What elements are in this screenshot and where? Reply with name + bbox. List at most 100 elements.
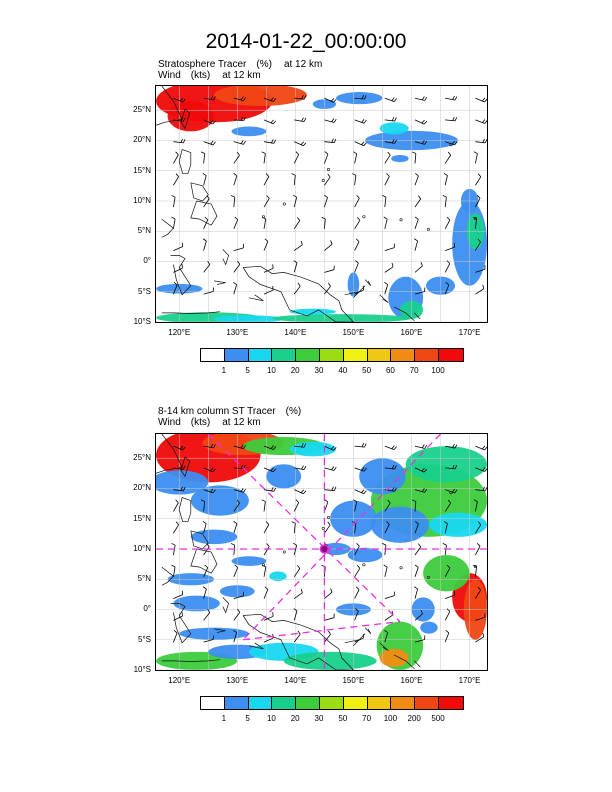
panel2-wind-level: at 12 km — [222, 417, 261, 428]
wind-barb — [294, 489, 307, 495]
wind-barb — [444, 564, 451, 577]
coastline — [190, 548, 218, 574]
tracer-contour-fill — [289, 441, 337, 457]
wind-barb — [444, 630, 450, 643]
wind-barb — [173, 486, 186, 492]
colorbar-swatch — [391, 697, 416, 709]
wind-barb — [173, 630, 178, 643]
wind-barb — [353, 499, 358, 512]
wind-barb — [294, 443, 307, 448]
wind-barb — [473, 151, 478, 164]
coastline — [161, 311, 220, 314]
wind-barb — [475, 173, 482, 186]
colorbar-swatch — [272, 349, 297, 361]
coastline — [414, 312, 421, 320]
wind-barb — [414, 444, 428, 449]
wind-barb — [354, 489, 367, 495]
wind-barb — [233, 216, 239, 229]
wind-barb — [294, 465, 307, 471]
wind-barb — [324, 194, 328, 208]
lon-tick-label: 140°E — [284, 676, 307, 685]
colorbar-swatch — [415, 349, 439, 361]
coastline — [190, 530, 209, 550]
wind-barb — [173, 499, 179, 512]
wind-barb — [230, 195, 236, 208]
wind-barb — [414, 635, 426, 643]
panel2-field-name: 8-14 km column ST Tracer — [158, 406, 276, 417]
wind-barb — [354, 565, 361, 578]
wind-barb — [233, 96, 246, 102]
wind-barb — [354, 238, 360, 251]
wind-barb — [324, 282, 331, 295]
wind-barb — [414, 488, 428, 493]
lat-tick-label: 10°S — [133, 317, 151, 326]
wind-barb — [293, 499, 300, 512]
wind-barb — [294, 117, 307, 123]
lon-tick-label: 150°E — [342, 676, 365, 685]
panel2-label-line2: Wind (kts) at 12 km — [158, 417, 261, 428]
panel1-label-line2: Wind (kts) at 12 km — [158, 70, 261, 81]
wind-barb — [262, 216, 267, 229]
wind-barb — [294, 95, 307, 100]
wind-barb — [472, 216, 477, 229]
wind-barb — [354, 195, 360, 208]
wind-barb — [293, 608, 298, 621]
colorbar-label: 10 — [266, 366, 276, 375]
wind-barb — [444, 608, 451, 621]
wind-barb — [233, 564, 239, 577]
wind-barb — [445, 243, 455, 251]
wind-barb — [203, 216, 209, 229]
wind-barb — [414, 467, 428, 473]
wind-barb — [414, 216, 419, 229]
tracer-contour-fill — [167, 101, 215, 132]
wind-barb — [445, 140, 458, 146]
panel1-field-name: Stratosphere Tracer — [158, 59, 247, 70]
lon-tick-label: 160°E — [400, 328, 423, 337]
colorbar-label: 100 — [383, 714, 398, 723]
wind-barb — [291, 521, 296, 534]
wind-barb — [324, 613, 335, 621]
wind-barb — [171, 216, 176, 229]
wind-barb — [475, 445, 487, 451]
island — [399, 566, 403, 570]
wind-barb — [233, 173, 238, 186]
wind-barb — [263, 119, 277, 125]
wind-barb — [263, 467, 277, 473]
wind-barb — [262, 564, 267, 577]
wind-barb — [475, 521, 482, 534]
lat-tick-label: 5°S — [138, 634, 151, 644]
wind-barb — [445, 488, 458, 494]
colorbar-swatch — [272, 697, 297, 709]
wind-barb — [384, 464, 397, 470]
wind-barb — [414, 173, 419, 186]
lon-tick-label: 150°E — [342, 328, 365, 337]
panel1-field-level: at 12 km — [283, 59, 323, 70]
colorbar-label: 500 — [431, 714, 445, 723]
colorbar-swatch — [367, 697, 392, 709]
wind-barb — [475, 467, 487, 472]
wind-barb — [384, 629, 389, 643]
tracer-contour-fill — [379, 122, 409, 135]
map-canvas — [156, 434, 487, 670]
wind-barb — [414, 238, 418, 251]
island — [426, 575, 430, 579]
lat-tick-label: 5°N — [137, 574, 151, 584]
graticule — [156, 86, 487, 322]
lon-tick-label: 170°E — [458, 328, 481, 337]
wind-barb — [233, 140, 246, 145]
wind-barb — [203, 287, 214, 295]
wind-barb — [383, 564, 388, 577]
wind-barb — [324, 97, 337, 103]
coastlines — [156, 434, 477, 670]
wind-barb — [354, 543, 360, 556]
wind-barb — [475, 284, 485, 295]
wind-barb — [442, 195, 447, 208]
wind-barb — [324, 588, 333, 599]
wind-barb — [200, 151, 206, 164]
tracer-contour-fill — [231, 556, 267, 566]
wind-barb — [293, 151, 300, 164]
wind-barb — [171, 542, 176, 556]
tracer-contour-fill — [231, 126, 267, 137]
wind-barb — [445, 591, 455, 599]
tracer-contour-fill — [379, 648, 409, 667]
